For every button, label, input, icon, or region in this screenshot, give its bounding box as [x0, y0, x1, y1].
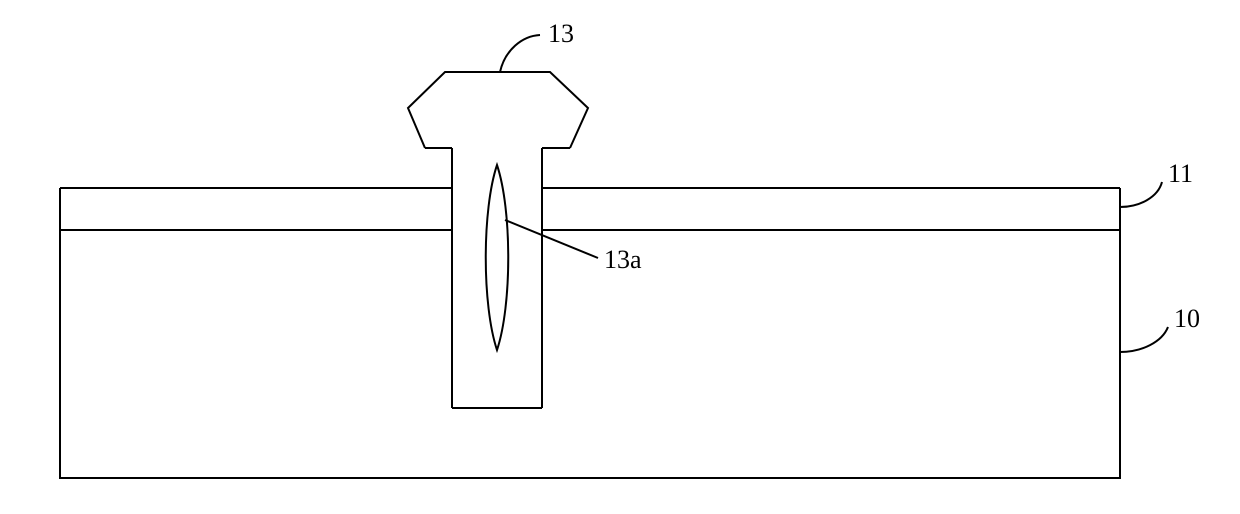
label-10: 10 [1174, 304, 1200, 333]
leader-13a [505, 220, 598, 258]
leader-11 [1120, 182, 1162, 207]
label-11: 11 [1168, 159, 1193, 188]
leader-10 [1120, 327, 1168, 352]
trench [452, 148, 542, 408]
plug-head [408, 72, 588, 148]
label-13a: 13a [604, 245, 642, 274]
leader-13 [500, 35, 540, 72]
diagram-svg: 13 13a 11 10 [0, 0, 1240, 509]
label-13: 13 [548, 19, 574, 48]
cross-section-diagram: 13 13a 11 10 [0, 0, 1240, 509]
substrate-body [60, 188, 1120, 478]
seam-void [486, 165, 509, 350]
